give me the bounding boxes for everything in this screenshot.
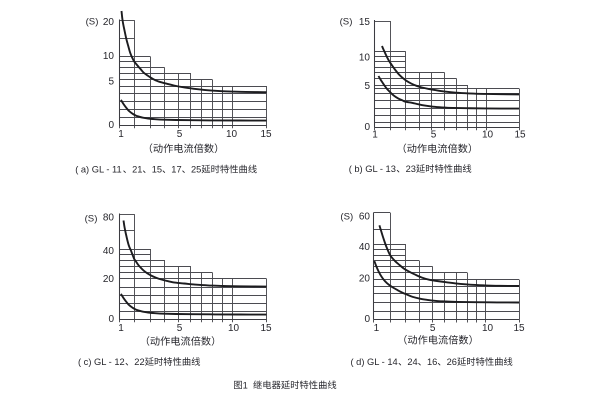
svg-text:5: 5	[177, 129, 183, 140]
svg-text:20: 20	[103, 274, 115, 285]
svg-text:17: 17	[171, 165, 181, 175]
svg-text:(S): (S)	[340, 212, 353, 223]
svg-text:20: 20	[103, 17, 115, 28]
svg-text:20: 20	[359, 274, 371, 285]
svg-text:0: 0	[364, 314, 370, 325]
svg-text:21: 21	[132, 165, 142, 175]
svg-text:15: 15	[152, 165, 162, 175]
svg-text:10: 10	[103, 51, 115, 62]
svg-text:15: 15	[260, 129, 272, 140]
svg-text:10: 10	[482, 130, 494, 141]
svg-text:1: 1	[243, 380, 248, 390]
svg-text:( c) GL - 12: ( c) GL - 12	[78, 357, 125, 367]
svg-text:1: 1	[374, 323, 380, 334]
svg-text:15: 15	[260, 323, 272, 334]
svg-text:(S): (S)	[340, 17, 353, 28]
svg-text:24: 24	[407, 357, 417, 367]
svg-text:10: 10	[228, 323, 240, 334]
svg-text:1: 1	[118, 129, 124, 140]
svg-text:10: 10	[359, 52, 371, 63]
svg-text:0: 0	[108, 120, 114, 131]
svg-text:15: 15	[514, 130, 526, 141]
svg-text:1: 1	[372, 130, 378, 141]
svg-text:5: 5	[364, 81, 370, 92]
svg-text:1: 1	[118, 323, 124, 334]
svg-text:16: 16	[427, 357, 437, 367]
svg-text:0: 0	[364, 122, 370, 133]
svg-text:10: 10	[226, 129, 238, 140]
svg-text:40: 40	[359, 242, 371, 253]
svg-text:( d) GL - 14: ( d) GL - 14	[351, 357, 398, 367]
svg-text:5: 5	[431, 130, 437, 141]
svg-text:80: 80	[103, 213, 115, 224]
svg-text:10: 10	[482, 323, 494, 334]
svg-text:22: 22	[134, 357, 144, 367]
svg-text:26: 26	[447, 357, 457, 367]
svg-text:5: 5	[430, 323, 436, 334]
svg-text:15: 15	[359, 17, 371, 28]
svg-text:15: 15	[513, 323, 525, 334]
svg-text:( b) GL - 13: ( b) GL - 13	[349, 164, 396, 174]
svg-text:60: 60	[359, 212, 371, 223]
svg-text:( a) GL - 11: ( a) GL - 11	[75, 165, 122, 175]
svg-text:40: 40	[103, 246, 115, 257]
svg-text:23: 23	[406, 164, 416, 174]
svg-text:25: 25	[191, 165, 201, 175]
svg-text:(S): (S)	[85, 214, 98, 225]
svg-text:(S): (S)	[86, 17, 99, 28]
svg-text:5: 5	[177, 323, 183, 334]
svg-text:5: 5	[108, 77, 114, 88]
svg-text:0: 0	[108, 314, 114, 325]
